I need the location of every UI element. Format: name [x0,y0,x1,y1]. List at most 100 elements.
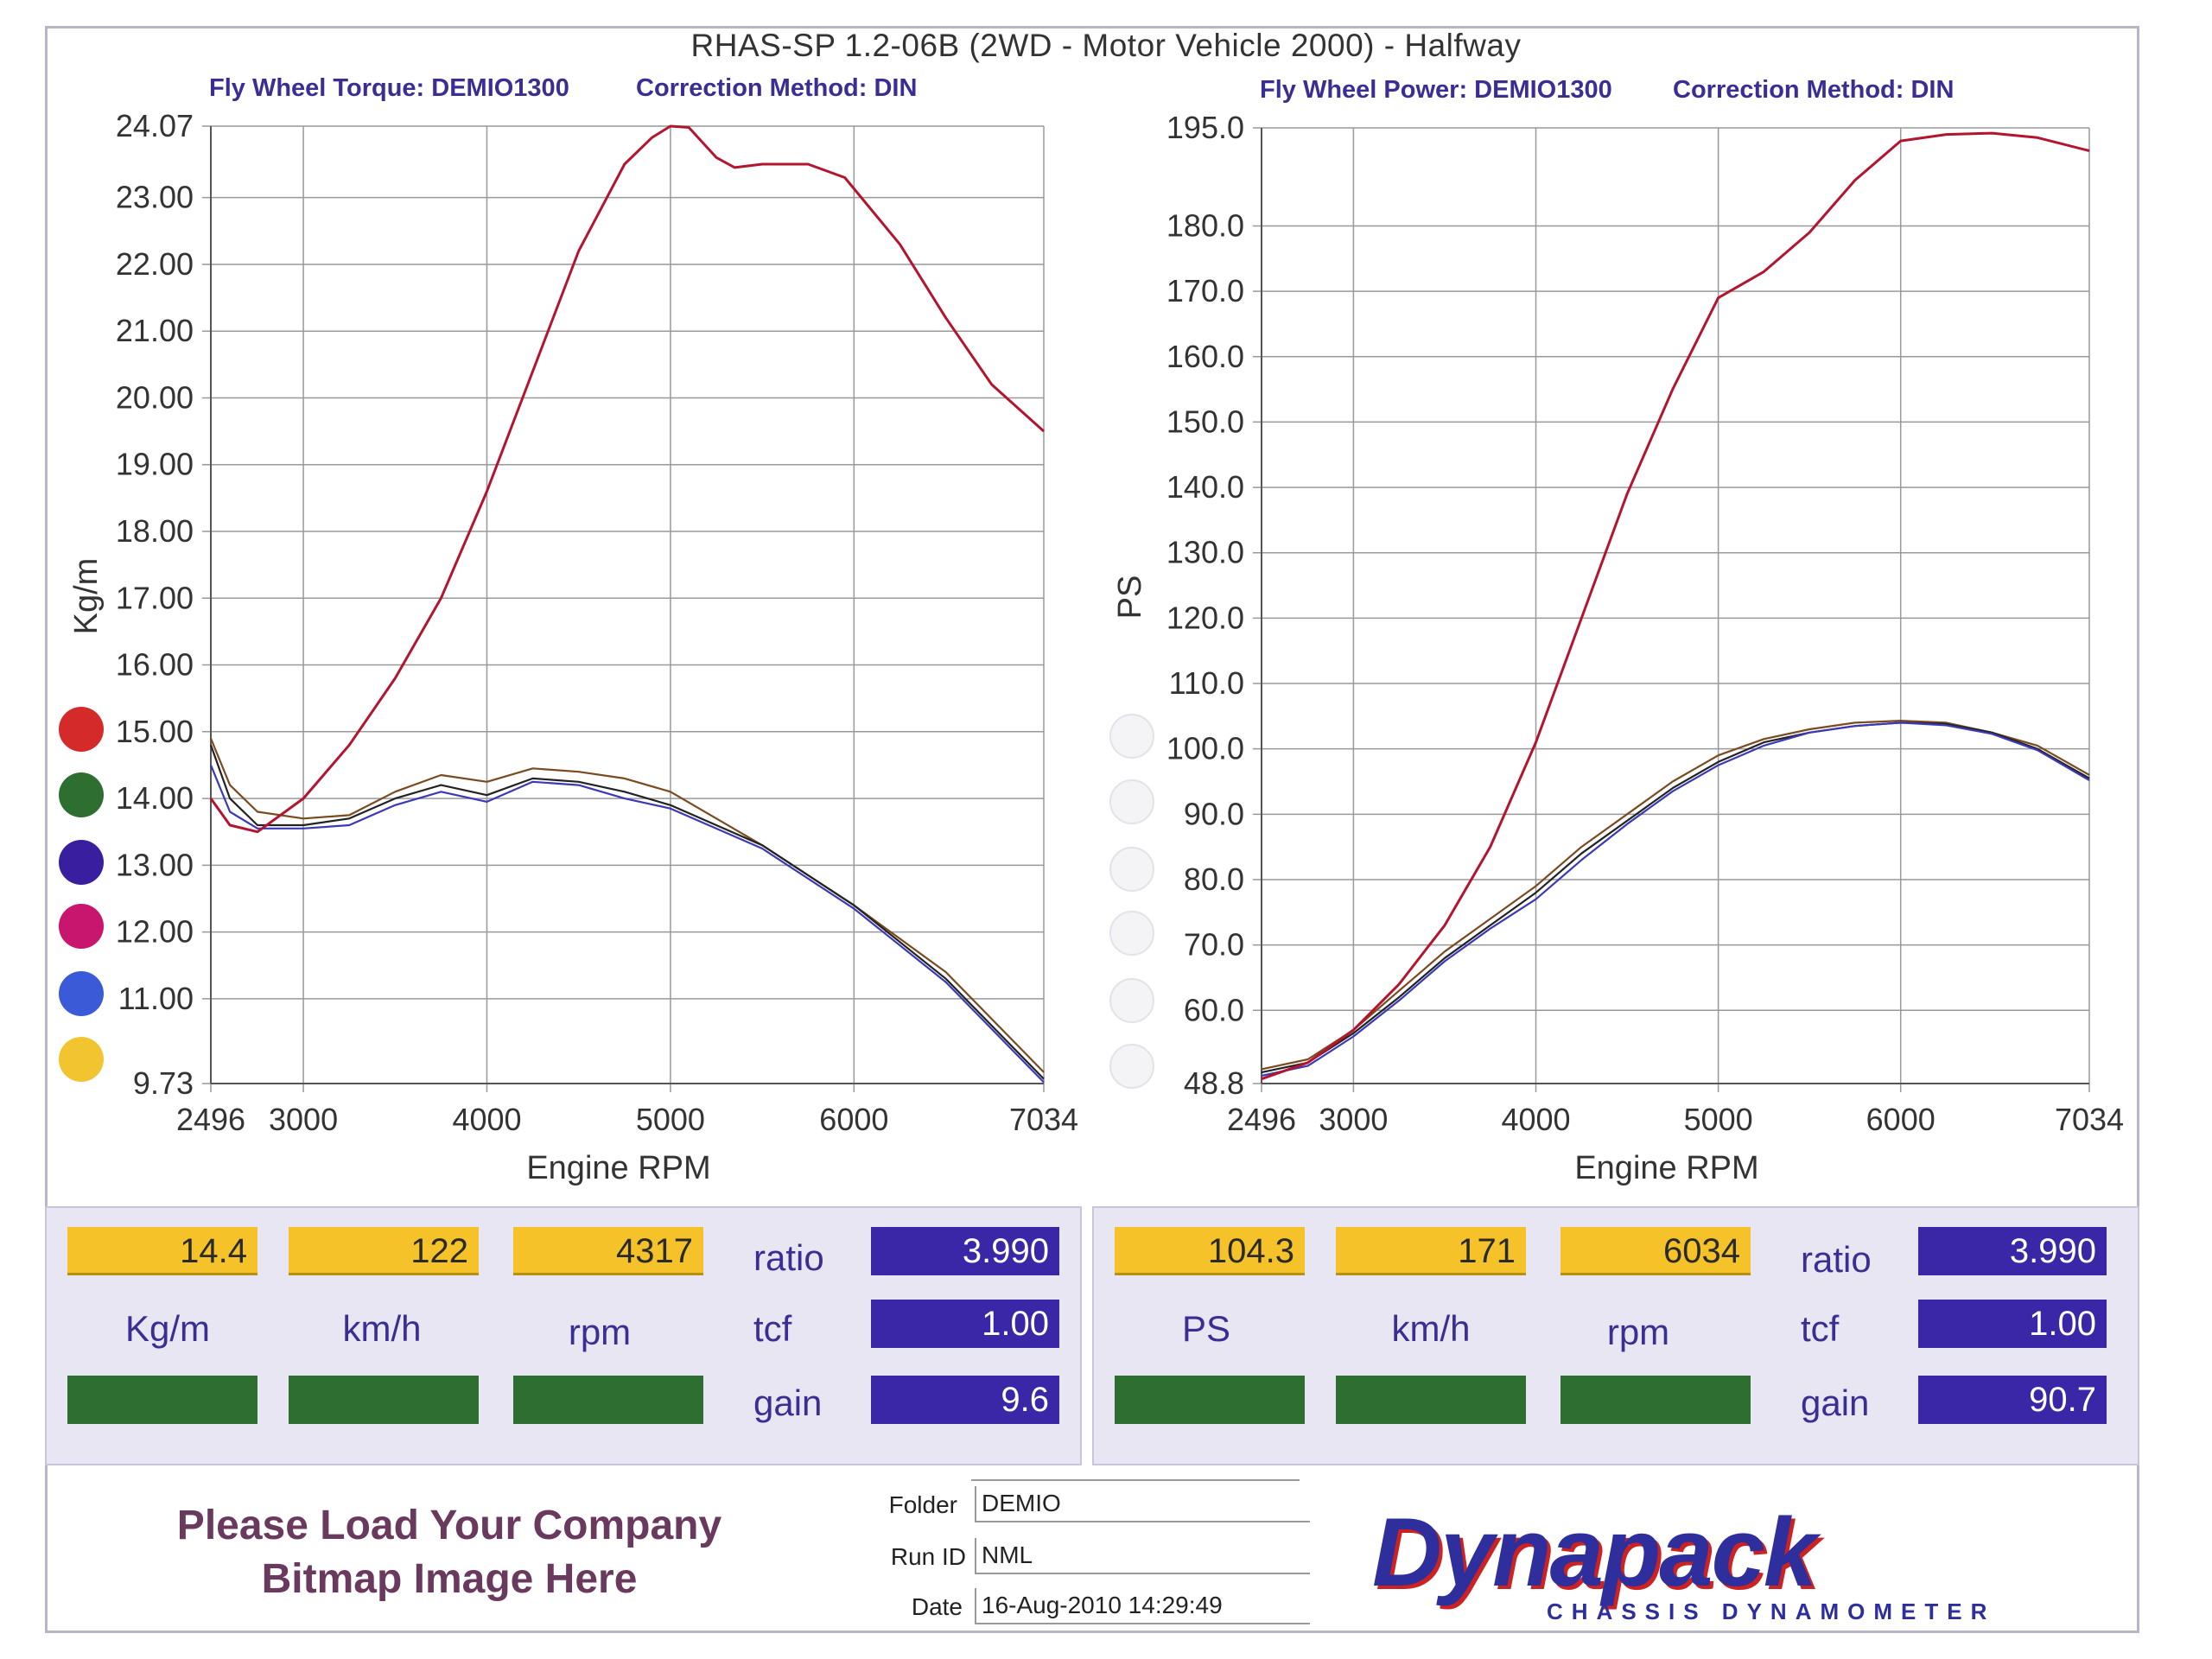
company-line-1: Please Load Your Company [176,1503,722,1548]
torque-prev-value-box [67,1376,257,1424]
torque-chart-label: Fly Wheel Torque: DEMIO1300 [209,74,569,102]
right-ratio-value: 3.990 [1918,1227,2107,1275]
power-unit-label: PS [1181,1308,1231,1349]
right-ratio-label: ratio [1801,1239,1872,1280]
legend-swatch [59,772,104,817]
torque-rpm-unit-label: rpm [568,1312,632,1352]
torque-y-tick-label: 23.00 [116,180,194,215]
power-x-tick-label: 3000 [1319,1102,1388,1137]
torque-value-box: 14.4 [67,1227,257,1275]
torque-y-tick-label: 11.00 [118,981,194,1016]
power-y-tick-label: 195.0 [1166,110,1244,145]
power-prev-rpm-box [1560,1376,1751,1424]
dyno-charts: 24.07 23.00 22.00 21.00 20.00 19.00 18.00 17.00… [68,108,2124,1186]
power-y-tick-label: 60.0 [1184,992,1244,1027]
legend-swatch [59,904,104,949]
power-y-tick-label: 110.0 [1169,665,1244,701]
torque-y-tick-label: 12.00 [116,914,194,950]
torque-series-line-1 [209,738,1045,1073]
legend-swatch-empty [1109,714,1154,759]
power-y-tick-label: 130.0 [1166,535,1244,570]
company-bitmap-placeholder: Please Load Your Company Bitmap Image He… [69,1499,830,1606]
folder-value: DEMIO [975,1486,1310,1522]
power-x-tick-label: 4000 [1501,1102,1570,1137]
power-y-tick-label: 48.8 [1184,1065,1244,1101]
runid-value: NML [975,1538,1310,1574]
date-label: Date [911,1593,963,1620]
torque-y-tick-label: 9.73 [133,1065,194,1101]
power-correction-label: Correction Method: DIN [1673,76,1955,104]
torque-series-line-2 [209,744,1045,1080]
right-readout-panel: 104.3 171 6034 PS km/h rpm ratio tcf gai… [1092,1206,2139,1465]
power-series-line-2 [1261,721,2090,1074]
dynapack-logo: Dynapack [1372,1498,1817,1606]
power-y-tick-label: 170.0 [1166,273,1244,308]
date-value: 16-Aug-2010 14:29:49 [975,1588,1310,1624]
left-tcf-value: 1.00 [871,1300,1059,1348]
power-y-tick-label: 70.0 [1184,927,1244,963]
torque-y-tick-label: 24.07 [116,108,194,143]
right-gain-value: 90.7 [1918,1376,2107,1424]
power-y-tick-label: 160.0 [1166,339,1244,374]
company-line-2: Bitmap Image Here [261,1556,638,1602]
torque-rpm-box: 4317 [513,1227,703,1275]
torque-series-line-0 [209,124,1046,834]
left-ratio-value: 3.990 [871,1227,1059,1275]
torque-y-axis-title: Kg/m [68,558,105,635]
power-series-line-0 [1261,131,2090,1081]
torque-y-tick-label: 15.00 [116,714,194,749]
torque-x-tick-label: 2496 [176,1102,245,1137]
power-x-tick-label: 6000 [1866,1102,1936,1137]
left-readout-panel: 14.4 122 4317 Kg/m km/h rpm ratio tcf ga… [45,1206,1082,1465]
left-tcf-label: tcf [753,1308,792,1349]
torque-correction-label: Correction Method: DIN [636,74,918,102]
dynapack-logo-subtitle: CHASSIS DYNAMOMETER [1547,1599,1996,1624]
power-y-tick-label: 150.0 [1166,404,1244,439]
power-y-tick-label: 180.0 [1166,207,1244,243]
legend-swatch-empty [1109,978,1154,1023]
torque-unit-label: Kg/m [124,1308,211,1349]
torque-y-tick-label: 22.00 [116,246,194,282]
torque-y-tick-label: 19.00 [116,447,194,482]
power-x-axis-title: Engine RPM [1574,1150,1758,1186]
legend-swatch [59,1037,104,1082]
power-prev-value-box [1115,1376,1305,1424]
power-x-tick-label: 5000 [1684,1102,1753,1137]
report-title: RHAS-SP 1.2-06B (2WD - Motor Vehicle 200… [690,28,1522,63]
legend-swatch-empty [1109,779,1154,824]
torque-y-tick-label: 14.00 [116,780,194,816]
left-ratio-label: ratio [753,1237,824,1278]
torque-speed-box: 122 [289,1227,479,1275]
folder-label: Folder [888,1491,957,1518]
power-series-line-1 [1261,720,2090,1071]
torque-y-tick-label: 18.00 [116,513,194,549]
power-speed-unit-label: km/h [1391,1308,1471,1349]
torque-x-axis-title: Engine RPM [526,1150,710,1186]
torque-prev-rpm-box [513,1376,703,1424]
power-speed-box: 171 [1336,1227,1526,1275]
runid-label: Run ID [890,1543,966,1570]
torque-prev-speed-box [289,1376,479,1424]
torque-y-tick-label: 21.00 [116,313,194,348]
power-prev-speed-box [1336,1376,1526,1424]
torque-x-tick-label: 5000 [636,1102,705,1137]
torque-x-tick-label: 3000 [269,1102,338,1137]
left-gain-value: 9.6 [871,1376,1059,1424]
legend-swatch-empty [1109,847,1154,892]
legend-swatch [59,971,104,1016]
legend-swatch-empty [1109,1044,1154,1089]
torque-x-tick-label: 6000 [819,1102,888,1137]
power-y-tick-label: 120.0 [1166,600,1244,635]
left-gain-label: gain [753,1382,823,1423]
right-tcf-value: 1.00 [1918,1300,2107,1348]
torque-x-tick-label: 7034 [1009,1102,1078,1137]
power-y-tick-label: 90.0 [1184,796,1244,831]
power-x-tick-label: 2496 [1227,1102,1296,1137]
legend-swatch [59,707,104,752]
power-y-tick-label: 80.0 [1184,861,1244,897]
power-rpm-box: 6034 [1560,1227,1751,1275]
power-y-tick-label: 140.0 [1166,469,1244,505]
right-tcf-label: tcf [1801,1308,1840,1349]
right-gain-label: gain [1801,1382,1870,1423]
power-y-tick-label: 100.0 [1166,731,1244,766]
